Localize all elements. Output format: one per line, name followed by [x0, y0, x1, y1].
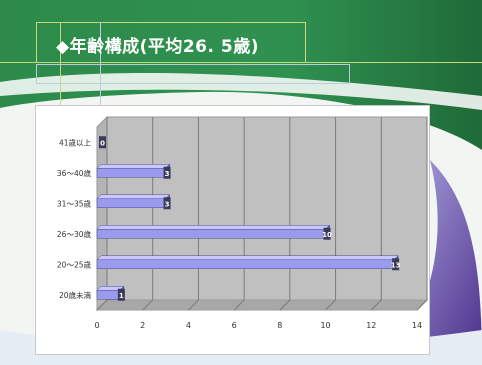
- x-tick-label: 0: [94, 321, 99, 330]
- bar: [96, 168, 166, 178]
- bar: [96, 229, 326, 239]
- gridline-floor: [188, 299, 199, 311]
- gridlines: [96, 117, 428, 311]
- gridline-floor: [416, 299, 428, 311]
- x-tick-label: 2: [140, 321, 145, 330]
- bar: [96, 198, 166, 208]
- bars: 0 3 3 10 13 1: [96, 136, 401, 301]
- category-labels: 41歳以上 36～40歳 31～35歳 26～30歳 20～25歳 20歳未満: [57, 137, 92, 300]
- title-subframe: [36, 64, 350, 84]
- x-axis-ticks: 0 2 4 6 8 10 12 14: [94, 321, 422, 330]
- data-label: 10: [322, 231, 332, 239]
- data-label-box: [392, 258, 400, 271]
- plot-area: [95, 115, 429, 312]
- category-label: 31～35歳: [57, 198, 92, 208]
- data-label: 0: [100, 139, 105, 147]
- vertical-rule-right: [100, 22, 101, 105]
- category-label: 26～30歳: [57, 229, 92, 239]
- category-label: 36～40歳: [57, 168, 92, 178]
- plot-back-wall: [106, 116, 428, 301]
- data-label-box: [99, 136, 106, 149]
- bar-top: [96, 255, 399, 260]
- data-label: 3: [165, 170, 170, 178]
- category-label: 20～25歳: [57, 259, 92, 269]
- x-tick-label: 12: [366, 321, 376, 330]
- category-label: 20歳未満: [59, 290, 92, 300]
- gridline-floor: [142, 299, 154, 311]
- x-tick-label: 10: [320, 321, 330, 330]
- vertical-rule-left: [60, 22, 61, 105]
- bar-top: [96, 225, 331, 230]
- gridline-floor: [96, 299, 108, 311]
- gridline-floor: [279, 299, 291, 311]
- gridline-floor: [325, 299, 336, 311]
- data-label-box: [163, 197, 171, 210]
- gridline-floor: [233, 299, 245, 311]
- data-label: 1: [119, 292, 124, 300]
- data-label-box: [117, 288, 125, 301]
- bar-top: [96, 194, 171, 199]
- x-tick-label: 8: [277, 321, 282, 330]
- bar-top: [96, 164, 171, 169]
- x-tick-label: 14: [412, 321, 422, 330]
- slide-title: ◆年齢構成(平均26. 5歳): [56, 37, 259, 57]
- bar: [96, 259, 395, 269]
- data-label: 13: [391, 261, 401, 269]
- x-tick-label: 6: [232, 321, 237, 330]
- plot-floor: [95, 299, 429, 311]
- data-label: 3: [165, 200, 170, 208]
- bar: [96, 290, 121, 300]
- gridline-floor: [370, 299, 382, 311]
- data-label-box: [163, 166, 171, 179]
- category-label: 41歳以上: [59, 137, 92, 147]
- data-label-box: [323, 227, 331, 240]
- title-frame: [36, 22, 306, 63]
- x-tick-label: 4: [186, 321, 191, 330]
